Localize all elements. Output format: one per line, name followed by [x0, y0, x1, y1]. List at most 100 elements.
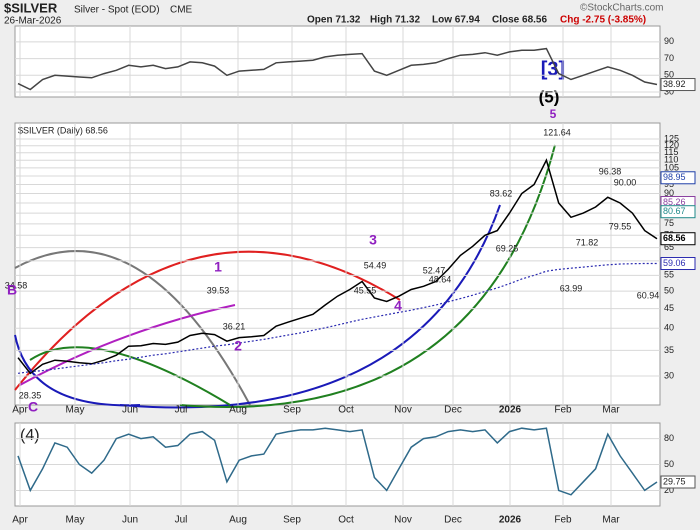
value-tag-label: 38.92 — [663, 79, 686, 89]
annotation: 69.25 — [496, 243, 519, 253]
wave-label: 1 — [214, 259, 222, 275]
arc — [14, 250, 401, 391]
y-tick-label: 70 — [664, 53, 674, 63]
x-tick-label: Jul — [175, 515, 188, 526]
y-tick-label: 115 — [664, 147, 678, 157]
annotation: 36.21 — [223, 321, 246, 331]
x-tick-label: Dec — [444, 515, 462, 526]
series-line — [17, 158, 658, 375]
annotation: 39.53 — [207, 285, 230, 295]
annotation: 79.55 — [609, 221, 632, 231]
price-tag-label: 98.95 — [663, 172, 686, 182]
y-tick-label: 90 — [664, 36, 674, 46]
y-tick-label: 105 — [664, 162, 679, 172]
symbol: $SILVER — [4, 0, 58, 15]
x-tick-label: Nov — [394, 515, 412, 526]
annotation: 48.64 — [429, 274, 452, 284]
value-tag — [660, 475, 696, 489]
quote-change: Chg -2.75 (-3.85%) — [560, 15, 646, 26]
credit: ©StockCharts.com — [580, 3, 664, 14]
arc — [14, 250, 251, 406]
y-tick-label: 65 — [664, 242, 674, 252]
quote-low: Low 67.94 — [432, 15, 480, 26]
value-tag-label: 29.75 — [663, 476, 686, 486]
annotation: 54.49 — [364, 260, 387, 270]
quote-open: Open 71.32 — [307, 15, 361, 26]
y-tick-label: 45 — [664, 303, 674, 313]
annotation: 63.99 — [560, 283, 583, 293]
annotation: 71.82 — [576, 237, 599, 247]
y-tick-label: 30 — [664, 370, 674, 380]
x-tick-label: Jun — [122, 515, 138, 526]
price-tag — [660, 257, 696, 271]
annotation: 45.55 — [354, 285, 377, 295]
date: 26-Mar-2026 — [4, 16, 62, 27]
value-tag — [660, 78, 696, 92]
series-line — [17, 427, 658, 496]
price-label: $SILVER (Daily) 68.56 — [18, 125, 108, 135]
wave-label: 2 — [234, 338, 242, 354]
wave-label: B — [7, 282, 17, 298]
series-line — [17, 47, 658, 91]
y-tick-label: 125 — [664, 133, 679, 143]
y-tick-label: 50 — [664, 70, 674, 80]
x-tick-label: Mar — [602, 515, 620, 526]
y-tick-label: 75 — [664, 218, 674, 228]
y-tick-label: 20 — [664, 485, 674, 495]
price-tag — [660, 171, 696, 185]
annotation: 96.38 — [599, 166, 622, 176]
wave-label: C — [28, 399, 38, 415]
x-tick-label: Sep — [283, 515, 301, 526]
y-tick-label: 40 — [664, 323, 674, 333]
wave-label: (4) — [20, 427, 40, 444]
y-tick-label: 90 — [664, 188, 674, 198]
y-tick-label: 50 — [664, 459, 674, 469]
x-tick-label: Jul — [175, 405, 188, 416]
y-tick-label: 120 — [664, 140, 679, 150]
x-tick-label: Oct — [338, 405, 354, 416]
wave-label: 3 — [369, 232, 377, 248]
y-tick-label: 55 — [664, 270, 674, 280]
arc — [19, 304, 236, 386]
x-tick-label: Feb — [554, 515, 572, 526]
price-tag — [660, 232, 696, 246]
y-tick-label: 30 — [664, 86, 674, 96]
price-tag-label: 59.06 — [663, 258, 686, 268]
quote-high: High 71.32 — [370, 15, 420, 26]
price-panel — [14, 122, 661, 406]
y-tick-label: 110 — [664, 155, 678, 165]
y-tick-label: 35 — [664, 345, 674, 355]
x-tick-label: Dec — [444, 405, 462, 416]
x-tick-label: Apr — [12, 405, 28, 416]
annotation: 34.58 — [5, 280, 28, 290]
annotation: 83.62 — [490, 188, 513, 198]
annotation: 52.47 — [423, 265, 446, 275]
price-tag-label: 68.56 — [663, 233, 686, 243]
annotation: 60.94 — [637, 290, 660, 300]
subtitle: Silver - Spot (EOD) — [74, 5, 160, 16]
wave-label: [3] — [541, 58, 565, 80]
annotation: 28.35 — [19, 390, 42, 400]
x-tick-label: Sep — [283, 405, 301, 416]
x-tick-label: Jun — [122, 405, 138, 416]
y-tick-label: 50 — [664, 286, 674, 296]
x-tick-label: 2026 — [499, 405, 522, 416]
annotation: 90.00 — [614, 177, 637, 187]
wave-label: 5 — [550, 107, 557, 121]
x-tick-label: Mar — [602, 405, 620, 416]
arc — [29, 346, 231, 406]
x-tick-label: Nov — [394, 405, 412, 416]
x-tick-label: 2026 — [499, 515, 522, 526]
y-tick-label: 80 — [664, 433, 674, 443]
x-tick-label: Oct — [338, 515, 354, 526]
x-tick-label: Apr — [12, 515, 28, 526]
annotation: 121.64 — [543, 127, 571, 137]
price-tag — [660, 205, 696, 219]
price-tag-label: 80.67 — [663, 206, 686, 216]
quote-close: Close 68.56 — [492, 15, 547, 26]
wave-label: 4 — [394, 298, 402, 314]
x-tick-label: Feb — [554, 405, 572, 416]
x-tick-label: May — [66, 405, 85, 416]
wave-label: (5) — [539, 87, 560, 106]
